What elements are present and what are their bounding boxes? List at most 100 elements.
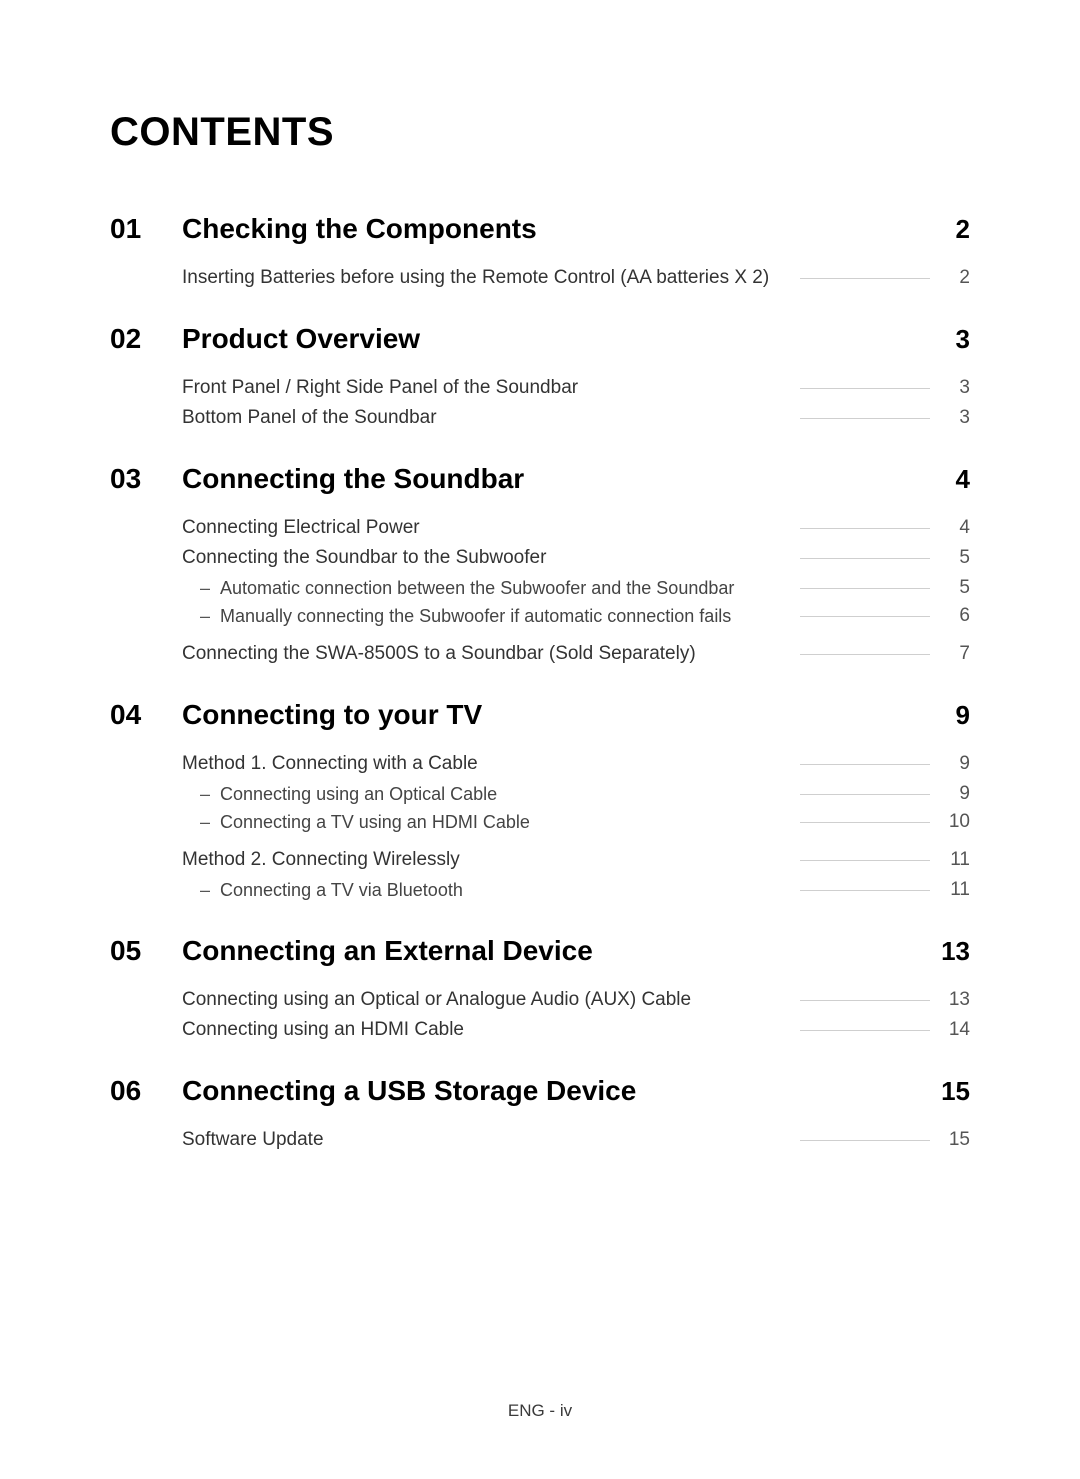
toc-entry: Software Update 15: [182, 1129, 970, 1151]
entry-leader-container: [691, 1000, 948, 1001]
entry-leader-line: [800, 528, 930, 529]
toc-section: 06Connecting a USB Storage Device15: [110, 1075, 970, 1107]
entry-leader-line: [800, 860, 930, 861]
entry-leader-line: [800, 558, 930, 559]
section-title: Connecting to your TV: [182, 699, 930, 731]
entry-leader-line: [800, 764, 930, 765]
entry-title: Method 2. Connecting Wirelessly: [182, 849, 460, 871]
toc-subentry: –Automatic connection between the Subwoo…: [182, 577, 970, 599]
subentry-page-number: 11: [948, 879, 970, 901]
entry-title: Connecting Electrical Power: [182, 517, 420, 539]
toc-entry: Connecting using an HDMI Cable 14: [182, 1019, 970, 1041]
entry-leader-container: [460, 860, 948, 861]
entry-title: Method 1. Connecting with a Cable: [182, 753, 478, 775]
toc-entry: Connecting the Soundbar to the Subwoofer…: [182, 547, 970, 569]
entry-leader-container: [324, 1140, 948, 1141]
section-entries: Method 1. Connecting with a Cable9–Conne…: [182, 753, 970, 901]
section-entries: Connecting using an Optical or Analogue …: [182, 989, 970, 1041]
subentry-leader-line: [800, 588, 930, 589]
toc-entry: Method 2. Connecting Wirelessly11: [182, 849, 970, 871]
entry-leader-container: [478, 764, 948, 765]
subentry-page-number: 10: [948, 811, 970, 833]
dash-icon: –: [200, 812, 210, 833]
subentry-page-number: 5: [948, 577, 970, 599]
section-entries: Inserting Batteries before using the Rem…: [182, 267, 970, 289]
section-number: 04: [110, 699, 182, 731]
section-title: Checking the Components: [182, 213, 930, 245]
section-number: 01: [110, 213, 182, 245]
entry-title: Connecting using an HDMI Cable: [182, 1019, 464, 1041]
subentry-page-number: 6: [948, 605, 970, 627]
toc-subentry: –Connecting a TV using an HDMI Cable 10: [182, 811, 970, 833]
toc-subentry: –Connecting using an Optical Cable 9: [182, 783, 970, 805]
dash-icon: –: [200, 784, 210, 805]
subentry-title: Connecting a TV using an HDMI Cable: [220, 812, 530, 833]
toc-section: 02Product Overview3: [110, 323, 970, 355]
entry-title: Front Panel / Right Side Panel of the So…: [182, 377, 578, 399]
entry-page-number: 15: [948, 1129, 970, 1151]
entry-title: Connecting using an Optical or Analogue …: [182, 989, 691, 1011]
section-page-number: 4: [942, 464, 970, 495]
entry-page-number: 9: [948, 753, 970, 775]
entry-leader-container: [769, 278, 948, 279]
section-entries: Front Panel / Right Side Panel of the So…: [182, 377, 970, 429]
entry-leader-line: [800, 418, 930, 419]
toc-section: 05Connecting an External Device 13: [110, 935, 970, 967]
toc-entry: Bottom Panel of the Soundbar3: [182, 407, 970, 429]
subentry-title: Automatic connection between the Subwoof…: [220, 578, 734, 599]
entry-leader-line: [800, 388, 930, 389]
entry-leader-container: [420, 528, 948, 529]
section-number: 03: [110, 463, 182, 495]
entry-leader-container: [437, 418, 948, 419]
dash-icon: –: [200, 606, 210, 627]
subentry-leader-line: [800, 822, 930, 823]
subentry-leader-container: [734, 588, 948, 589]
entry-title: Connecting the SWA-8500S to a Soundbar (…: [182, 643, 696, 665]
section-number: 05: [110, 935, 182, 967]
entry-leader-container: [546, 558, 948, 559]
dash-icon: –: [200, 880, 210, 901]
entry-page-number: 3: [948, 377, 970, 399]
toc-entry: Front Panel / Right Side Panel of the So…: [182, 377, 970, 399]
subentry-title: Manually connecting the Subwoofer if aut…: [220, 606, 731, 627]
section-title: Connecting an External Device: [182, 935, 929, 967]
subentry-page-number: 9: [948, 783, 970, 805]
entry-leader-line: [800, 1000, 930, 1001]
entry-page-number: 13: [948, 989, 970, 1011]
section-entries: Software Update 15: [182, 1129, 970, 1151]
entry-page-number: 2: [948, 267, 970, 289]
section-title: Connecting a USB Storage Device: [182, 1075, 929, 1107]
entry-leader-line: [800, 1030, 930, 1031]
toc-subentry: –Manually connecting the Subwoofer if au…: [182, 605, 970, 627]
page-container: CONTENTS 01Checking the Components2Inser…: [0, 0, 1080, 1479]
subentry-leader-container: [530, 822, 948, 823]
entry-page-number: 4: [948, 517, 970, 539]
subentry-leader-line: [800, 890, 930, 891]
dash-icon: –: [200, 578, 210, 599]
section-page-number: 15: [941, 1076, 970, 1107]
subentry-title: Connecting using an Optical Cable: [220, 784, 497, 805]
subentry-title: Connecting a TV via Bluetooth: [220, 880, 463, 901]
subentry-leader-line: [800, 616, 930, 617]
section-title: Connecting the Soundbar: [182, 463, 930, 495]
entry-page-number: 14: [948, 1019, 970, 1041]
entry-gap: [182, 839, 970, 849]
toc-entry: Inserting Batteries before using the Rem…: [182, 267, 970, 289]
entry-leader-container: [464, 1030, 948, 1031]
entry-title: Software Update: [182, 1129, 324, 1151]
entry-title: Connecting the Soundbar to the Subwoofer: [182, 547, 546, 569]
subentry-leader-container: [497, 794, 948, 795]
section-page-number: 13: [941, 936, 970, 967]
entry-page-number: 3: [948, 407, 970, 429]
toc-section: 03Connecting the Soundbar 4: [110, 463, 970, 495]
section-page-number: 9: [942, 700, 970, 731]
entry-leader-container: [578, 388, 948, 389]
table-of-contents: 01Checking the Components2Inserting Batt…: [110, 213, 970, 1151]
page-footer: ENG - iv: [0, 1401, 1080, 1421]
section-entries: Connecting Electrical Power 4 Connecting t…: [182, 517, 970, 665]
toc-entry: Connecting Electrical Power 4: [182, 517, 970, 539]
entry-gap: [182, 633, 970, 643]
toc-section: 01Checking the Components2: [110, 213, 970, 245]
subentry-leader-container: [731, 616, 948, 617]
section-number: 02: [110, 323, 182, 355]
